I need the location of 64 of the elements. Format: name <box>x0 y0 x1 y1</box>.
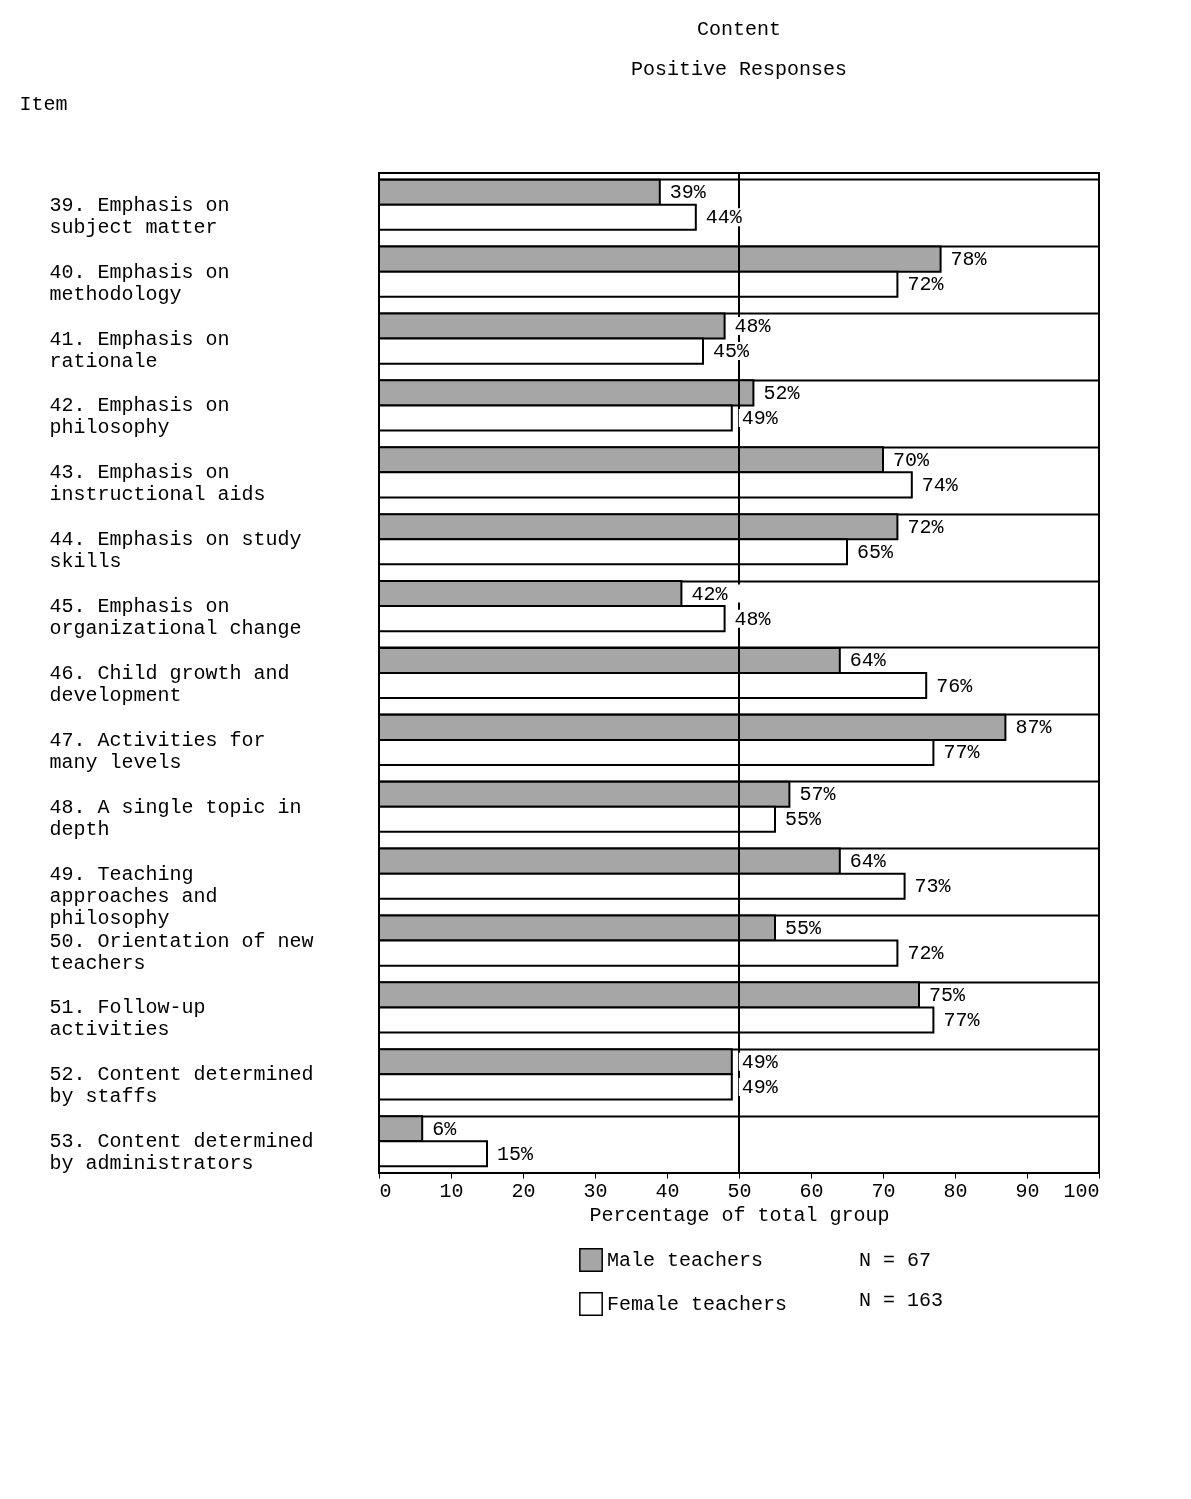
x-tick-label: 100 <box>1063 1179 1100 1203</box>
data-label: 77% <box>943 1008 981 1032</box>
data-label: 39% <box>669 181 707 205</box>
x-tick-label: 70 <box>871 1179 896 1203</box>
x-tick-label: 90 <box>1015 1179 1040 1203</box>
x-tick-label: 50 <box>727 1179 752 1203</box>
text: N = 163 <box>859 1289 944 1312</box>
chart-title: Content <box>696 18 782 41</box>
x-tick-label: 10 <box>439 1179 464 1203</box>
data-label: 44% <box>705 206 743 230</box>
data-label: 75% <box>929 983 966 1007</box>
data-label: 42% <box>691 582 729 606</box>
legend-label: Female teachers <box>607 1293 788 1316</box>
y-tick-label: 49. Teaching approaches and philosophy <box>49 862 218 930</box>
data-label: 49% <box>741 406 779 430</box>
x-tick-label: 20 <box>511 1179 536 1203</box>
data-label: 70% <box>893 448 930 472</box>
data-label: 72% <box>907 942 945 966</box>
data-label: 64% <box>849 649 887 673</box>
data-label: 65% <box>857 540 894 564</box>
y-tick-label: 48. A single topic in depth <box>49 795 302 841</box>
data-label: 49% <box>741 1075 779 1099</box>
data-label: 64% <box>849 850 887 874</box>
x-tick-label: 40 <box>655 1179 680 1203</box>
data-label: 48% <box>734 315 772 339</box>
y-tick-label: 40. Emphasis on methodology <box>49 260 230 306</box>
y-tick-label: 43. Emphasis on instructional aids <box>49 461 266 507</box>
x-tick-label: 0 <box>379 1179 392 1203</box>
y-tick-label: 50. Orientation of new teachers <box>49 929 314 975</box>
data-label: 48% <box>734 607 772 631</box>
y-tick-label: 46. Child growth and development <box>49 662 290 707</box>
data-label: 15% <box>497 1142 534 1166</box>
y-tick-label: 53. Content determined by administrators <box>49 1130 314 1176</box>
y-tick-label: 45. Emphasis on organizational change <box>49 595 302 641</box>
data-label: 6% <box>432 1117 458 1141</box>
x-tick-label: 80 <box>943 1179 968 1203</box>
data-label: 55% <box>785 917 822 941</box>
x-axis-title: Percentage of total group <box>589 1203 890 1227</box>
data-label: 78% <box>950 248 988 272</box>
y-tick-label: 39. Emphasis on subject matter <box>49 193 230 239</box>
data-label: 87% <box>1015 716 1053 740</box>
data-label: 74% <box>921 473 959 497</box>
y-tick-label: 47. Activities for many levels <box>49 728 266 774</box>
legend-label: Male teachers <box>607 1249 764 1272</box>
data-label: 55% <box>785 808 822 832</box>
x-tick-label: 60 <box>799 1179 824 1203</box>
data-label: 72% <box>907 273 945 297</box>
data-label: 72% <box>907 515 945 539</box>
data-label: 76% <box>936 674 974 698</box>
text: N = 67 <box>859 1249 932 1272</box>
y-tick-label: 41. Emphasis on rationale <box>49 327 230 373</box>
y-tick-label: 52. Content determined by staffs <box>49 1063 314 1109</box>
x-tick-label: 30 <box>583 1179 608 1203</box>
data-label: 57% <box>799 783 837 807</box>
data-label: 45% <box>713 340 750 364</box>
data-label: 73% <box>914 875 952 899</box>
data-label: 77% <box>943 741 981 765</box>
data-label: 49% <box>741 1050 779 1074</box>
y-axis-title: Item <box>19 92 68 116</box>
chart-subtitle: Positive Responses <box>630 58 848 81</box>
y-tick-label: 44. Emphasis on study skills <box>49 528 302 574</box>
y-tick-label: 42. Emphasis on philosophy <box>49 394 230 440</box>
y-tick-label: 51. Follow-up activities <box>49 996 206 1042</box>
data-label: 52% <box>763 381 801 405</box>
